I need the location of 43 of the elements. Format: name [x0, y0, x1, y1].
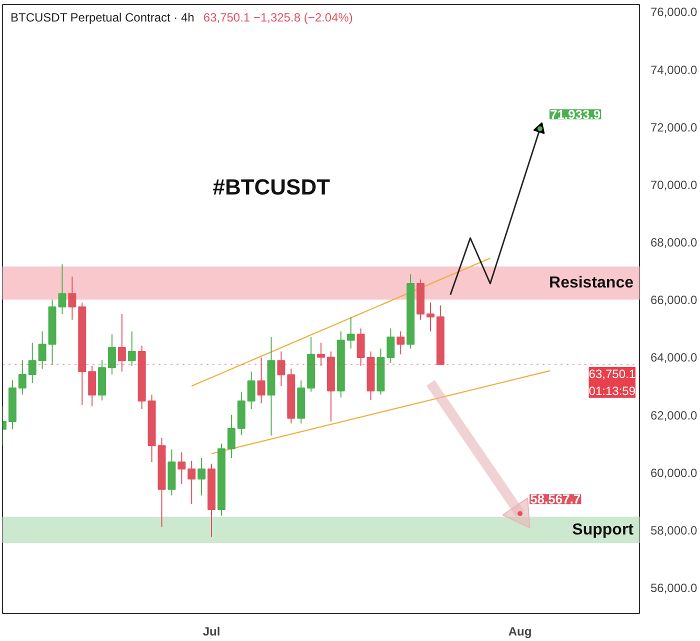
y-tick-label: 66,000.0 [650, 293, 698, 308]
candlestick [88, 365, 96, 407]
annotation: 71,933.9 [550, 106, 601, 122]
y-tick-label: 70,000.0 [650, 178, 698, 192]
y-tick-label: 60,000.0 [650, 466, 698, 480]
candlestick [346, 316, 355, 350]
y-tick-label: 74,000.0 [650, 62, 698, 77]
text: 63,750.1 −1,325.8 (−2.04%) [203, 10, 353, 24]
y-tick-label: 56,000.0 [650, 581, 698, 596]
candlestick [426, 302, 434, 332]
y-tick-label: 76,000.0 [650, 5, 698, 20]
candlestick [38, 330, 46, 370]
candlestick [18, 360, 26, 396]
candlestick [356, 328, 365, 366]
text: BTCUSDT Perpetual Contract · 4h [10, 10, 194, 24]
candlestick [188, 460, 196, 505]
annotation: #BTCUSDT [212, 174, 331, 200]
candlestick [317, 342, 325, 366]
x-tick-label: Jul [202, 624, 220, 638]
candlestick [108, 334, 116, 376]
candlestick [198, 458, 206, 496]
candlestick [396, 330, 405, 355]
annotation: 58,567.7 [530, 492, 581, 507]
band-label: Resistance [549, 274, 634, 292]
y-tick-label: 62,000.0 [650, 408, 698, 422]
candlestick [178, 452, 186, 484]
band-label: Support [572, 521, 634, 538]
candlestick [247, 371, 256, 410]
y-tick-label: 68,000.0 [650, 236, 698, 250]
candlestick [58, 264, 66, 315]
candlestick [386, 328, 395, 364]
candlestick [277, 350, 286, 387]
y-tick-label: 72,000.0 [650, 120, 698, 134]
candlestick [118, 314, 126, 372]
candlestick [68, 276, 76, 320]
ref-line-label: 63,750.1 01:13:59 [588, 367, 636, 398]
candlestick [227, 414, 236, 459]
x-tick-label: Aug [508, 624, 532, 638]
candlestick [28, 342, 36, 384]
candlestick [257, 357, 266, 404]
y-tick-label: 64,000.0 [650, 350, 698, 365]
y-tick-label: 58,000.0 [650, 523, 698, 538]
candlestick [128, 330, 136, 366]
